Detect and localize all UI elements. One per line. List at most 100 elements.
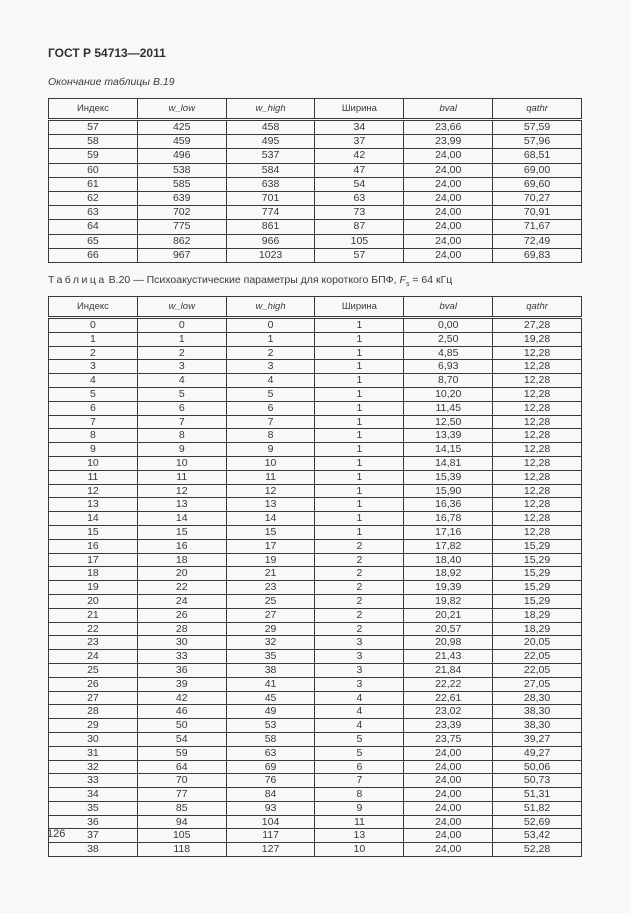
table-cell: 2 [314, 621, 405, 637]
table-cell: 2 [314, 566, 405, 582]
table-cell: 38,30 [492, 704, 582, 720]
table-cell: 38 [48, 842, 138, 858]
table-cell: 24,00 [403, 162, 494, 178]
table-cell: 10 [225, 455, 316, 471]
table-cell: 38,30 [492, 718, 582, 733]
table-cell: 15,39 [403, 469, 494, 485]
table-cell: 34 [48, 787, 138, 802]
table-cell: 77 [136, 787, 227, 802]
table-cell: 15,29 [492, 566, 582, 582]
table-cell: 53,42 [492, 828, 582, 844]
table-row: 7 7 7 1 12,50 12,28 [48, 414, 582, 430]
table-cell: 52,69 [492, 814, 582, 830]
table-cell: 69,83 [492, 247, 582, 264]
table-cell: 639 [136, 191, 227, 207]
table-row: 33 70 76 7 24,00 50,73 [48, 773, 582, 789]
table-cell: 20,57 [403, 621, 494, 637]
table-cell: 36 [136, 662, 227, 678]
table-row: 3 3 3 1 6,93 12,28 [48, 359, 582, 375]
table-cell: 68,51 [492, 148, 582, 164]
column-header-index: Индекс [48, 296, 138, 319]
table-cell: 1 [314, 483, 405, 499]
table-cell: 12,28 [492, 414, 582, 430]
table-cell: 537 [225, 148, 316, 164]
table-row: 22 28 29 2 20,57 18,29 [48, 621, 582, 637]
table-cell: 425 [136, 118, 227, 136]
table-cell: 4 [314, 718, 405, 733]
table-cell: 24,00 [403, 842, 494, 858]
table-cell: 27 [225, 607, 316, 623]
table-cell: 22 [136, 580, 227, 595]
table-cell: 1 [314, 524, 405, 540]
document-number-header: ГОСТ Р 54713—2011 [48, 46, 166, 60]
table-b20-body: 0 0 0 1 0,00 27,28 1 1 1 1 2,50 19,28 2 2 2 1 4,85 12,28 3… [48, 317, 582, 858]
column-header-bval: bval [403, 296, 494, 319]
table-cell: 1 [314, 386, 405, 402]
table-cell: 37 [314, 134, 405, 150]
table-cell: 18,29 [492, 607, 582, 623]
table-cell: 12,28 [492, 386, 582, 402]
table-cell: 13 [48, 497, 138, 513]
table-cell: 32 [48, 759, 138, 775]
table-cell: 4 [48, 373, 138, 388]
table-cell: 16 [136, 538, 227, 554]
table-cell: 8 [314, 787, 405, 802]
table-cell: 22,05 [492, 649, 582, 664]
table-cell: 19,28 [492, 331, 582, 347]
column-header-qathr: qathr [492, 296, 582, 319]
table-cell: 64 [136, 759, 227, 775]
table-cell: 62 [48, 191, 138, 207]
column-header-w-low: w_low [136, 98, 227, 121]
table-cell: 63 [225, 745, 316, 761]
table-cell: 1 [314, 442, 405, 457]
table-cell: 12,28 [492, 359, 582, 375]
table-cell: 17 [225, 538, 316, 554]
table-cell: 8 [48, 428, 138, 444]
table-cell: 862 [136, 233, 227, 249]
table-cell: 2,50 [403, 331, 494, 347]
table-b19-header: Индекс w_low w_high Ширина bval qathr [48, 98, 582, 121]
table-row: 32 64 69 6 24,00 50,06 [48, 759, 582, 775]
table-cell: 4 [314, 690, 405, 706]
table-cell: 9 [136, 442, 227, 457]
table-cell: 12 [225, 483, 316, 499]
table-header-row: Индекс w_low w_high Ширина bval qathr [48, 296, 582, 319]
table-cell: 50 [136, 718, 227, 733]
table-cell: 12 [48, 483, 138, 499]
table-row: 58 459 495 37 23,99 57,96 [48, 134, 582, 150]
table-cell: 70 [136, 773, 227, 789]
table-cell: 13 [136, 497, 227, 513]
table-cell: 23 [48, 635, 138, 651]
table-row: 26 39 41 3 22,22 27,05 [48, 676, 582, 692]
table-row: 65 862 966 105 24,00 72,49 [48, 233, 582, 249]
table-row: 28 46 49 4 23,02 38,30 [48, 704, 582, 720]
table-cell: 7 [48, 414, 138, 430]
table-row: 29 50 53 4 23,39 38,30 [48, 718, 582, 733]
table-cell: 702 [136, 205, 227, 221]
table-cell: 42 [136, 690, 227, 706]
table-cell: 8 [225, 428, 316, 444]
table-cell: 12,28 [492, 524, 582, 540]
table-cell: 24,00 [403, 814, 494, 830]
table-row: 31 59 63 5 24,00 49,27 [48, 745, 582, 761]
table-cell: 16 [48, 538, 138, 554]
table-cell: 8 [136, 428, 227, 444]
table-row: 64 775 861 87 24,00 71,67 [48, 219, 582, 235]
table-cell: 1 [314, 373, 405, 388]
column-header-w-high: w_high [225, 296, 316, 319]
table-cell: 4 [225, 373, 316, 388]
table-cell: 29 [48, 718, 138, 733]
table-cell: 15 [48, 524, 138, 540]
table-cell: 49,27 [492, 745, 582, 761]
table-cell: 33 [136, 649, 227, 664]
table-cell: 72,49 [492, 233, 582, 249]
table-cell: 4 [136, 373, 227, 388]
table-row: 34 77 84 8 24,00 51,31 [48, 787, 582, 802]
table-cell: 85 [136, 800, 227, 816]
table-cell: 5 [314, 731, 405, 747]
column-header-width: Ширина [314, 98, 405, 121]
table-row: 66 967 1023 57 24,00 69,83 [48, 247, 582, 264]
table-cell: 21,43 [403, 649, 494, 664]
table-row: 17 18 19 2 18,40 15,29 [48, 552, 582, 568]
table-cell: 24,00 [403, 233, 494, 249]
